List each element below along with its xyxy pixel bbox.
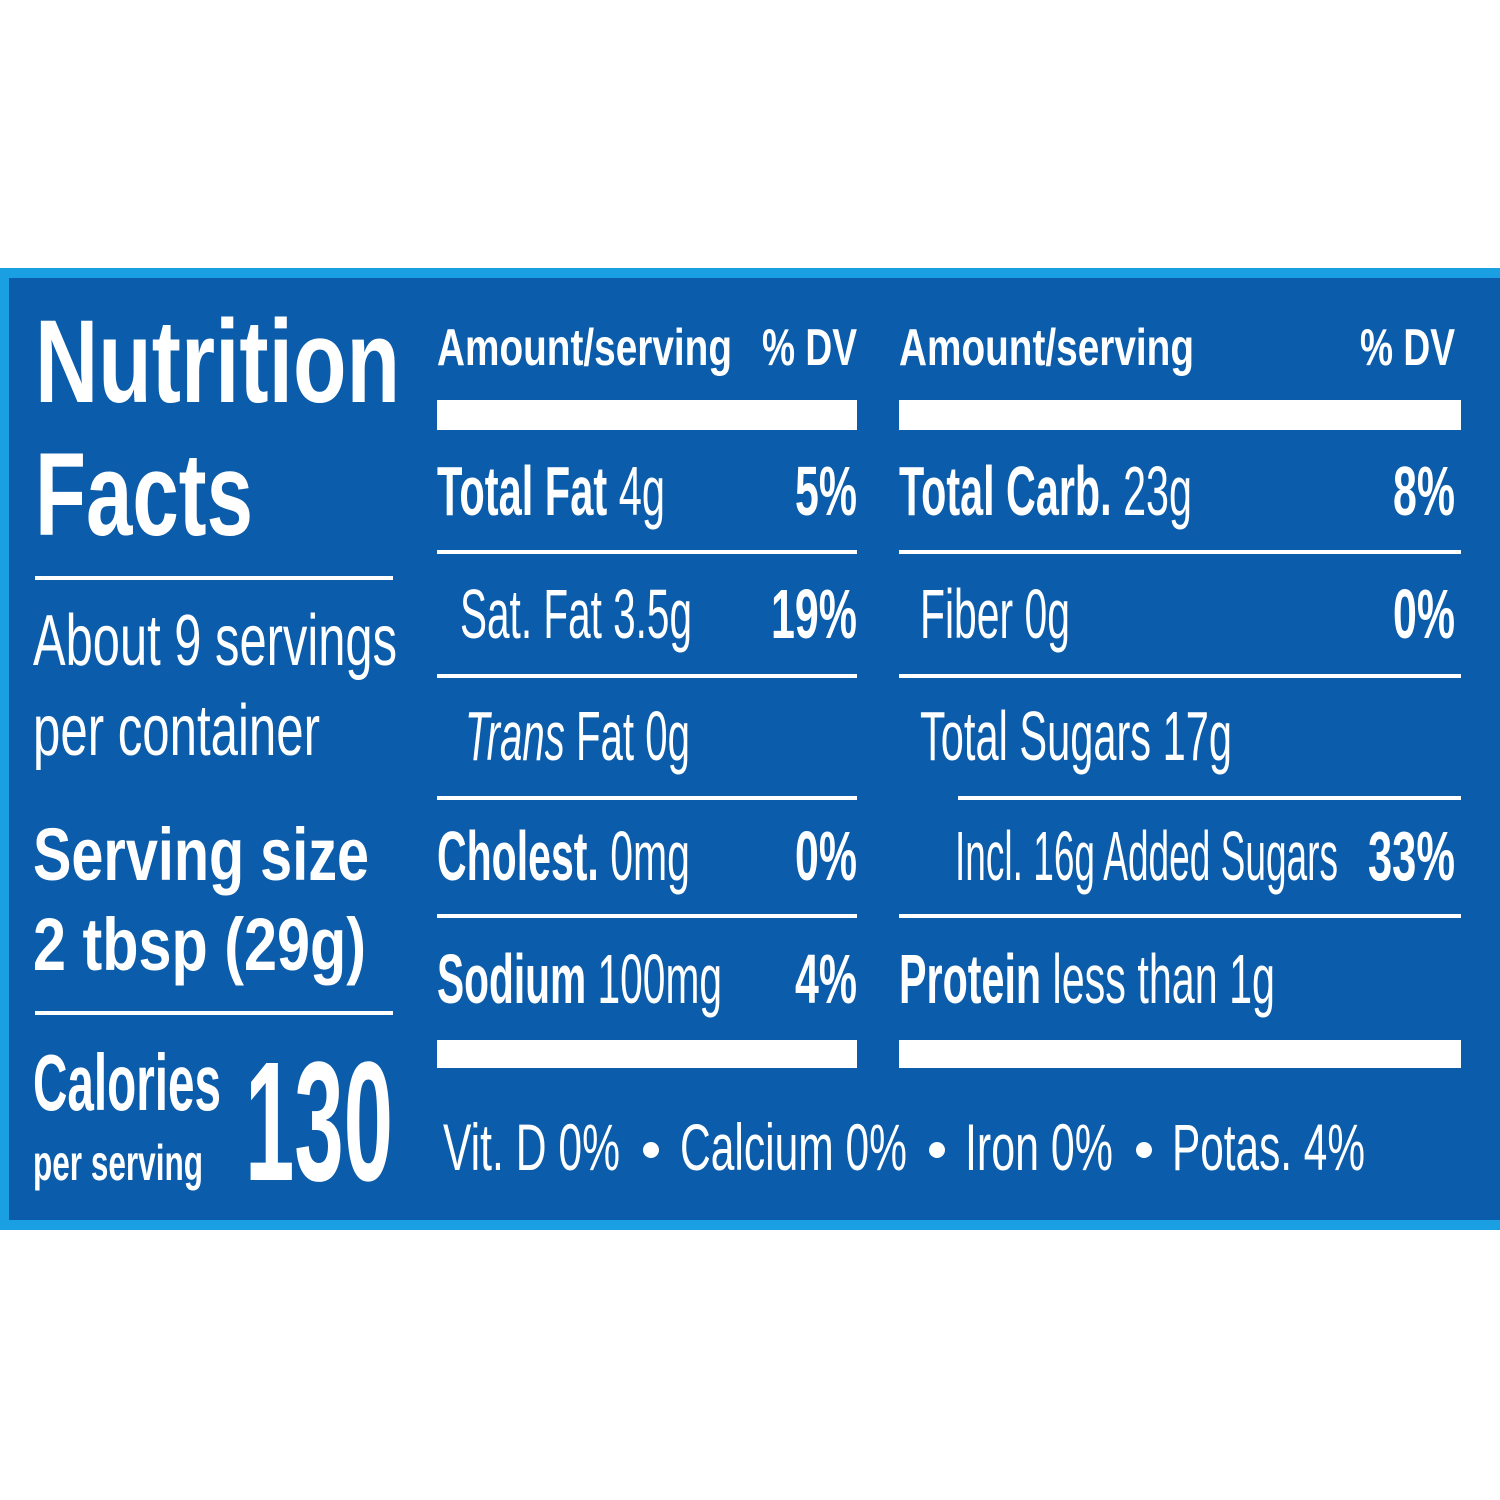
vitamins: Vit. D 0% Calcium 0% Iron 0% Potas. 4% (443, 1110, 1365, 1184)
divider (899, 550, 1461, 554)
nutrient-row: Sat. Fat 3.5g (460, 575, 692, 653)
nutrient-name: Sat. Fat (460, 575, 602, 653)
divider (437, 550, 857, 554)
nutrient-dv: 0% (1393, 575, 1455, 653)
divider (899, 914, 1461, 918)
nutrient-row: Total Carb. 23g (899, 452, 1192, 530)
divider (437, 914, 857, 918)
nutrient-name: Fat (576, 697, 634, 775)
nutrient-columns: Amount/serving % DV Total Fat 4g 5% Sat. Fat… (437, 319, 1461, 1068)
calories-sublabel: per serving (33, 1135, 203, 1191)
nutrient-name: Incl. 16g Added Sugars (955, 817, 1338, 895)
vitamin: Calcium 0% (680, 1110, 907, 1184)
bullet (1136, 1142, 1152, 1158)
nutrient-dv: 33% (1368, 817, 1455, 895)
vitamin: Iron 0% (965, 1110, 1113, 1184)
nutrient-row: Total Fat 4g (437, 452, 665, 530)
header-amount: Amount/serving (437, 319, 732, 377)
divider (437, 674, 857, 678)
divider (35, 576, 393, 580)
thick-bar (899, 1040, 1461, 1068)
bullet (643, 1142, 659, 1158)
header-amount: Amount/serving (899, 319, 1194, 377)
nutrient-name: Fiber (920, 575, 1013, 653)
servings: per container (33, 691, 320, 771)
vitamin: Potas. 4% (1172, 1110, 1365, 1184)
divider (437, 796, 857, 800)
nutrient-amount: 100mg (598, 940, 722, 1018)
nutrient-row: Total Sugars 17g (920, 697, 1232, 775)
calories-value: 130 (245, 1027, 393, 1217)
nutrient-amount: 4g (619, 452, 665, 530)
nutrient-row: Incl. 16g Added Sugars (955, 817, 1338, 895)
vitamin: Vit. D 0% (443, 1110, 620, 1184)
header-dv: % DV (762, 319, 857, 377)
nutrient-name: Total Fat (437, 452, 607, 530)
nutrient-name: Protein (899, 940, 1041, 1018)
nutrient-row: Protein less than 1g (899, 940, 1275, 1018)
calories-label: Calories (33, 1038, 221, 1127)
nutrient-name: Total Carb. (899, 452, 1112, 530)
nutrient-amount: 0mg (610, 817, 690, 895)
header-dv: % DV (1360, 319, 1455, 377)
nutrient-dv: 4% (795, 940, 857, 1018)
divider (35, 1011, 393, 1015)
nutrient-row: Trans Fat 0g (465, 697, 690, 775)
serving-size-label: Serving size (33, 813, 369, 896)
nutrient-row: Fiber 0g (920, 575, 1070, 653)
nutrient-dv: 8% (1393, 452, 1455, 530)
nutrient-amount: 0g (1025, 575, 1070, 653)
nutrient-amount: 23g (1123, 452, 1192, 530)
nutrient-name: Total Sugars (920, 697, 1151, 775)
thick-bar (437, 1040, 857, 1068)
nutrient-dv: 0% (795, 817, 857, 895)
nutrient-amount: 17g (1163, 697, 1232, 775)
nutrient-row: Sodium 100mg (437, 940, 722, 1018)
divider (958, 796, 1461, 800)
nutrient-dv: 5% (795, 452, 857, 530)
divider (899, 674, 1461, 678)
servings: About 9 servings (33, 601, 397, 681)
title: Facts (35, 429, 253, 561)
thick-bar (437, 400, 857, 430)
nutrient-row: Cholest. 0mg (437, 817, 690, 895)
bullet (929, 1142, 945, 1158)
nutrient-amount: less than 1g (1053, 940, 1275, 1018)
thick-bar (899, 400, 1461, 430)
nutrient-amount: 3.5g (613, 575, 692, 653)
serving-size-value: 2 tbsp (29g) (33, 903, 366, 986)
nutrient-dv: 19% (771, 575, 857, 653)
nutrient-amount: 0g (645, 697, 690, 775)
nutrient-name: Sodium (437, 940, 586, 1018)
nutrient-name-italic: Trans (465, 697, 565, 775)
title: Nutrition (35, 296, 400, 428)
nutrient-name: Cholest. (437, 817, 599, 895)
